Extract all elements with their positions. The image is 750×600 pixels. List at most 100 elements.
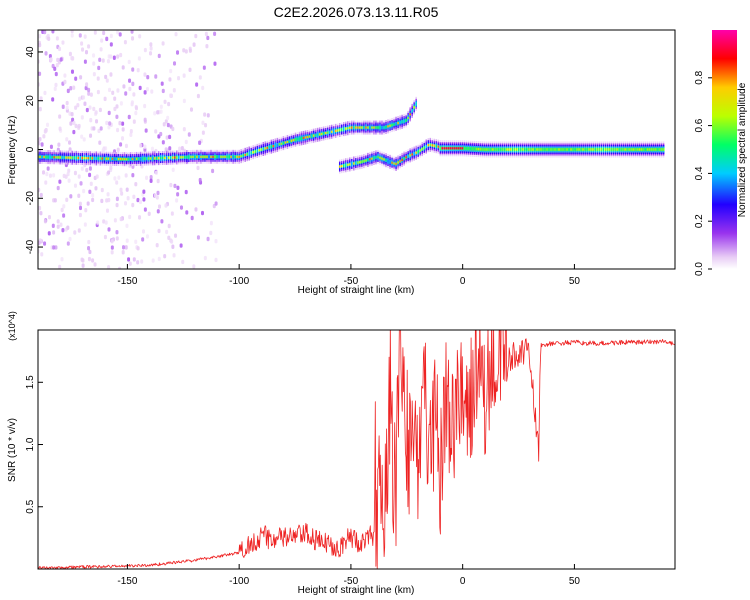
spec-ridge-core: [151, 157, 154, 160]
spec-noise-cell: [82, 95, 86, 100]
spec-ridge-core: [238, 155, 240, 158]
spec-noise-cell: [62, 213, 66, 218]
spec-ridge-core: [123, 158, 126, 161]
spec-noise-cell: [118, 120, 122, 126]
spec-noise-cell: [194, 207, 198, 212]
snr-line: [38, 330, 675, 569]
spec-ridge-core: [141, 157, 144, 160]
spec-noise-cell: [92, 106, 96, 112]
spec-ridge-core: [534, 148, 536, 151]
spec-ridge-core: [544, 148, 546, 151]
spec-noise-cell: [143, 90, 147, 95]
spec-ridge-core: [71, 156, 73, 159]
spec-ridge-core: [318, 133, 321, 136]
spec-noise-cell: [79, 181, 83, 186]
spec-noise-cell: [157, 204, 161, 209]
spec-ridge-core: [284, 141, 287, 144]
spec-ridge-core: [652, 148, 655, 151]
spec-noise-cell: [117, 175, 121, 180]
snr-y-tick-label: 1.5: [25, 375, 36, 389]
spec-noise-cell: [119, 101, 123, 106]
spec-ridge-core: [389, 124, 391, 127]
spec-ridge-core: [353, 126, 355, 129]
spec-noise-cell: [118, 266, 122, 269]
spec-noise-cell: [127, 257, 131, 262]
spec-noise-cell: [143, 117, 147, 123]
spec-noise-cell: [181, 259, 185, 265]
spec-noise-cell: [72, 129, 76, 135]
spec-noise-cell: [54, 245, 58, 250]
spec-ridge-core: [453, 147, 456, 150]
spec-noise-cell: [180, 146, 184, 151]
spec-ridge-core: [117, 157, 120, 161]
spec-y-tick-label: -20: [25, 191, 36, 206]
spec-ridge-core: [244, 153, 246, 156]
spec-noise-cell: [200, 210, 204, 216]
spec-noise-cell: [69, 86, 73, 91]
spec-noise-cell: [70, 111, 74, 117]
spec-noise-cell: [177, 76, 181, 81]
spec-ridge-core: [435, 145, 438, 148]
spec-noise-cell: [121, 127, 125, 132]
spec-ridge-core: [662, 148, 665, 151]
spec-ridge-core: [340, 165, 343, 168]
spec-y-tick-label: 40: [25, 46, 36, 58]
spec-noise-cell: [115, 202, 119, 208]
spec-noise-cell: [120, 136, 124, 141]
spec-ridge-core: [67, 156, 69, 159]
spec-ridge-core: [143, 157, 146, 160]
spec-noise-cell: [204, 31, 208, 37]
spec-ridge-core: [139, 157, 142, 160]
spec-ridge-core: [135, 157, 138, 161]
spec-noise-cell: [78, 33, 82, 38]
spec-noise-cell: [184, 189, 188, 195]
spec-noise-cell: [43, 129, 47, 134]
spec-ridge-core: [332, 130, 335, 133]
spec-ridge-core: [524, 148, 526, 151]
spec-noise-cell: [69, 194, 73, 199]
spec-ridge-core: [355, 126, 357, 129]
snr-x-ticks: -150 -100 -50 0 50: [117, 564, 580, 587]
spec-ridge-core: [345, 127, 347, 130]
spec-noise-cell: [64, 174, 68, 179]
spec-noise-cell: [93, 30, 97, 35]
spec-ridge-core: [421, 148, 423, 151]
spec-noise-cell: [56, 185, 60, 191]
spec-ridge-core: [632, 148, 635, 151]
spec-noise-cell: [196, 93, 200, 99]
spec-noise-cell: [161, 41, 165, 46]
spec-ridge-0: [38, 96, 417, 167]
spec-ridge-core: [558, 148, 560, 151]
spec-noise-cell: [82, 188, 86, 194]
spec-noise-cell: [98, 140, 102, 145]
spec-noise-cell: [53, 198, 57, 203]
spec-noise-cell: [136, 197, 140, 203]
spec-ridge-core: [320, 132, 323, 136]
spec-ridge-core: [562, 148, 564, 151]
spec-noise-cell: [100, 38, 104, 43]
snr-y-tick-label: 1.0: [25, 437, 36, 451]
spec-ridge-core: [260, 148, 263, 151]
spec-noise-cell: [110, 239, 114, 244]
spec-ridge-core: [584, 148, 586, 151]
spec-noise-cell: [149, 51, 153, 56]
spec-ridge-core: [286, 140, 289, 144]
spec-noise-cell: [87, 256, 91, 262]
spec-noise-cell: [103, 234, 107, 240]
spec-ridge-core: [288, 140, 291, 143]
spec-noise-cell: [179, 205, 183, 210]
spec-noise-cell: [214, 257, 218, 263]
spec-noise-cell: [59, 57, 63, 62]
spec-noise-cell: [141, 237, 145, 242]
spec-ridge-core: [268, 146, 271, 149]
spec-noise-cell: [52, 245, 56, 250]
spec-noise-cell: [189, 107, 193, 112]
spectrogram-panel: -150 -100 -50 0 50 -40 -20 0 20 40 Height of str…: [7, 29, 676, 296]
spec-noise-cell: [43, 90, 47, 96]
spec-noise-cell: [154, 129, 158, 134]
colorbar-tick-label: 0.2: [694, 214, 705, 228]
spec-noise-cell: [72, 120, 76, 126]
spec-ridge-core: [93, 157, 96, 160]
spec-noise-cell: [209, 230, 213, 236]
